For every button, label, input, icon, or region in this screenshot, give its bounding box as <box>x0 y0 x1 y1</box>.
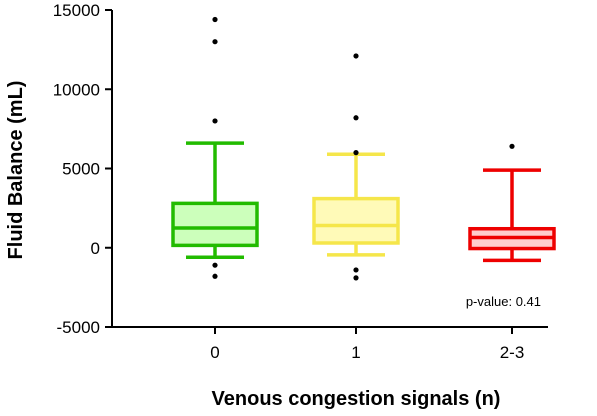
p-value-annotation: p-value: 0.41 <box>466 294 541 309</box>
outlier-point <box>353 267 359 273</box>
iqr-box <box>171 201 259 248</box>
box-group-2-3 <box>468 143 556 263</box>
y-tick-label: 5000 <box>62 160 100 179</box>
y-tick-label: -5000 <box>57 318 100 337</box>
outlier-point <box>212 39 218 45</box>
y-axis-title: Fluid Balance (mL) <box>5 81 27 260</box>
box-group-0 <box>171 16 259 279</box>
outlier-point <box>212 273 218 279</box>
iqr-box <box>312 196 400 245</box>
y-tick-label: 10000 <box>53 80 100 99</box>
outlier-point <box>212 16 218 23</box>
x-axis-title: Venous congestion signals (n) <box>212 388 501 410</box>
box-group-1 <box>312 53 400 281</box>
outlier-point <box>353 115 359 121</box>
outlier-point <box>353 275 359 281</box>
axes: -5000 0 5000 10000 15000 0 1 2-3 <box>53 1 548 362</box>
box-series <box>171 16 556 281</box>
x-tick-label: 1 <box>351 343 360 362</box>
x-tick-label: 2-3 <box>500 343 525 362</box>
outlier-point <box>212 262 218 268</box>
x-tick-label: 0 <box>210 343 219 362</box>
y-tick-label: 15000 <box>53 1 100 20</box>
outlier-point <box>509 143 515 149</box>
outlier-point <box>353 150 359 156</box>
outlier-point <box>212 118 218 124</box>
outlier-point <box>353 53 359 59</box>
y-tick-label: 0 <box>91 239 100 258</box>
